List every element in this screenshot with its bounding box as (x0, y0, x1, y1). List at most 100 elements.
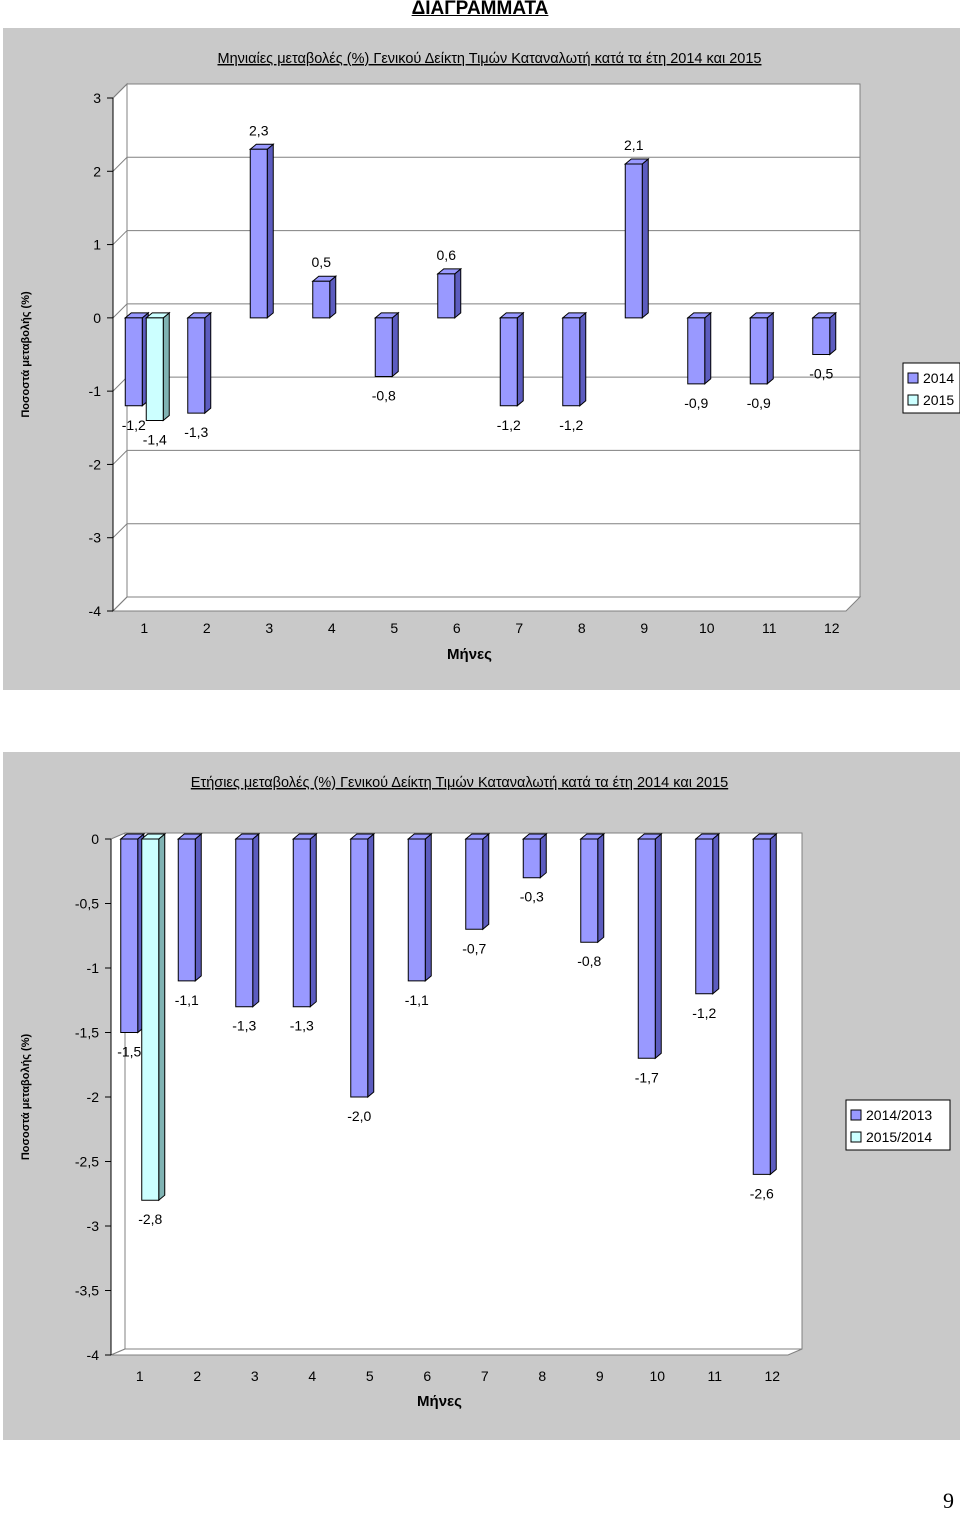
legend-swatch (850, 1131, 862, 1143)
legend-swatch (850, 1109, 862, 1121)
bar-side (704, 311, 712, 385)
bar (407, 838, 426, 982)
data-label: -0,9 (684, 395, 708, 411)
data-label: -1,7 (635, 1069, 659, 1085)
y-tick-label: 0 (93, 310, 101, 326)
x-tick-label: 11 (762, 620, 777, 636)
bar-side (597, 832, 605, 944)
bar-side (252, 832, 260, 1008)
y-tick-label: 0 (91, 831, 99, 847)
bar (437, 273, 456, 319)
data-label: -0,8 (372, 387, 396, 403)
bar (695, 838, 714, 995)
bar-side (641, 157, 649, 319)
x-tick-label: 9 (640, 620, 648, 636)
x-axis-title: Μήνες (447, 646, 492, 663)
bar (350, 838, 369, 1098)
y-axis-title: Ποσοστά μεταβολής (%) (20, 291, 32, 418)
x-tick-label: 9 (596, 1368, 604, 1384)
bar (580, 838, 599, 943)
bar-side (539, 832, 547, 879)
bar-side (391, 311, 399, 378)
data-label: 0,6 (437, 247, 457, 263)
x-tick-label: 1 (140, 620, 148, 636)
x-tick-label: 4 (328, 620, 336, 636)
bar (522, 838, 541, 879)
bar-side (329, 275, 337, 319)
bar (465, 838, 484, 930)
legend-swatch (907, 372, 919, 384)
x-tick-label: 8 (538, 1368, 546, 1384)
bar-side (454, 267, 462, 319)
bar-side (158, 832, 166, 1202)
x-tick-label: 6 (423, 1368, 431, 1384)
y-tick-label: -2 (87, 1089, 100, 1105)
bar (145, 317, 164, 421)
bar-side (579, 311, 587, 407)
y-tick-label: 1 (93, 237, 101, 253)
y-tick-label: -4 (87, 1347, 100, 1363)
x-tick-label: 8 (578, 620, 586, 636)
bar-side (367, 832, 375, 1099)
data-label: -1,1 (175, 992, 199, 1008)
bar (749, 317, 768, 385)
data-label: -1,2 (497, 417, 521, 433)
y-tick-label: -3 (87, 1218, 100, 1234)
bar-side (516, 311, 524, 407)
bar (687, 317, 706, 385)
gridline (112, 156, 860, 172)
data-label: 2,1 (624, 137, 644, 153)
y-tick-label: -3,5 (75, 1283, 99, 1299)
data-label: -1,3 (184, 424, 208, 440)
bar (374, 317, 393, 377)
bar (499, 317, 518, 407)
annual-change-chart-svg: -4 -3,5 -3 -2,5 -2 -1,5 -1 -0,5 0 -1,5 -2,8 1 -1,1 2 -… (3, 752, 960, 1440)
x-tick-label: 10 (699, 620, 715, 636)
bar-side (482, 832, 490, 931)
x-tick-label: 5 (366, 1368, 374, 1384)
bar-side (769, 832, 777, 1176)
x-axis-title: Μήνες (417, 1393, 462, 1410)
bar (120, 838, 139, 1033)
data-label: -0,8 (577, 953, 601, 969)
x-tick-label: 12 (764, 1368, 780, 1384)
bar-side (194, 832, 202, 982)
bar (235, 838, 254, 1008)
bar-side (829, 311, 837, 356)
bar (177, 838, 196, 982)
bar (187, 317, 206, 414)
y-tick-label: -0,5 (75, 896, 99, 912)
gridline (112, 523, 860, 539)
legend: 2014 2015 (902, 362, 960, 414)
legend-label: 2015/2014 (866, 1129, 932, 1145)
data-label: -1,4 (143, 431, 167, 447)
legend-label: 2014/2013 (866, 1107, 932, 1123)
data-label: -0,7 (462, 940, 486, 956)
data-label: 2,3 (249, 122, 269, 138)
bar (637, 838, 656, 1059)
data-label: -1,2 (122, 417, 146, 433)
data-label: -2,6 (750, 1185, 774, 1201)
plot-floor (111, 596, 862, 612)
chart-title: Μηνιαίες μεταβολές (%) Γενικού Δείκτη Τι… (218, 51, 762, 67)
monthly-change-chart-svg: -4-3-2-10123-1,2-1,41-1,322,330,54-0,850… (3, 28, 960, 690)
legend-box (845, 1099, 951, 1151)
gridline (112, 303, 860, 319)
gridline (112, 596, 860, 612)
x-tick-label: 7 (515, 620, 523, 636)
data-label: -0,3 (520, 889, 544, 905)
data-label: 0,5 (312, 254, 332, 270)
data-label: -1,2 (692, 1005, 716, 1021)
gridline (112, 230, 860, 245)
x-tick-label: 2 (193, 1368, 201, 1384)
data-label: -1,3 (232, 1018, 256, 1034)
bar-side (204, 311, 212, 415)
data-label: -1,1 (405, 992, 429, 1008)
data-label: -1,3 (290, 1018, 314, 1034)
data-label: -2,8 (138, 1211, 162, 1227)
x-tick-label: 12 (824, 620, 840, 636)
bar-side (162, 311, 170, 422)
bar (752, 838, 771, 1175)
x-tick-label: 5 (390, 620, 398, 636)
data-label: -1,2 (559, 417, 583, 433)
